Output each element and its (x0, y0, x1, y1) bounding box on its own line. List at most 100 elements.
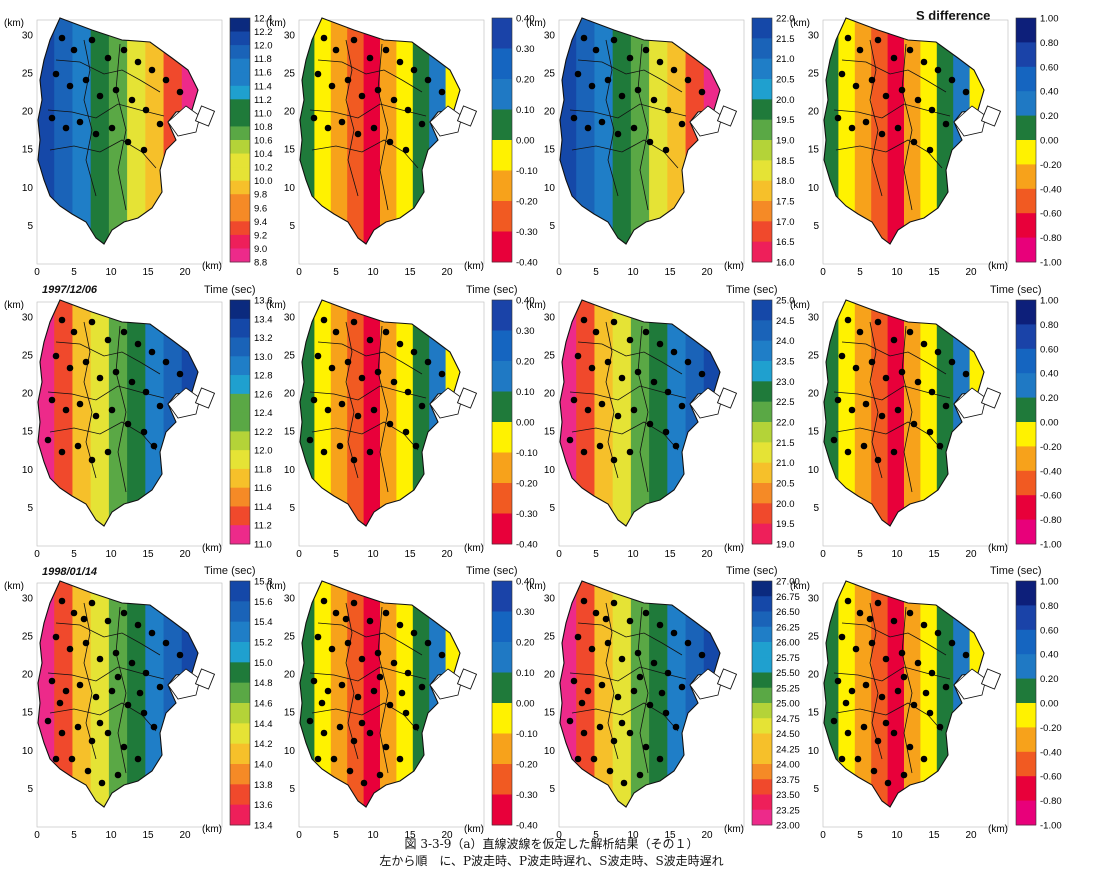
colorbar-tick-label: 18.5 (776, 156, 795, 167)
colorbar-tick-label: 0.00 (516, 136, 535, 147)
station-dot (838, 70, 846, 78)
district-boundary (345, 39, 359, 197)
x-tick-label: 0 (556, 830, 562, 841)
colorbar-frame (1015, 17, 1037, 263)
contour-fill (560, 300, 720, 526)
station-dot (570, 396, 578, 404)
contour-band (90, 18, 110, 244)
colorbar-title: Time (sec) (726, 284, 778, 296)
x-tick-label: 15 (928, 830, 940, 841)
station-dot (314, 633, 322, 641)
station-dot (318, 699, 326, 707)
colorbar-tick-label: -1.00 (1040, 540, 1062, 551)
colorbar-title: Time (sec) (466, 565, 518, 577)
station-dot (114, 771, 122, 779)
contour-band (612, 300, 632, 526)
city-outline (559, 299, 721, 527)
colorbar-tick-label: 14.4 (254, 719, 273, 730)
colorbar-tick-label: 0.20 (516, 638, 535, 649)
y-axis-unit: (km) (4, 581, 24, 592)
contour-band (314, 581, 332, 807)
colorbar-segment (1016, 300, 1036, 325)
station-dot (642, 743, 650, 751)
station-dot (844, 597, 852, 605)
station-dot (156, 120, 164, 128)
x-tick-label: 20 (441, 830, 453, 841)
x-tick-label: 0 (820, 549, 826, 560)
colorbar-tick-label: 11.4 (254, 81, 272, 92)
colorbar-segment (752, 401, 772, 423)
colorbar-segment (492, 733, 512, 765)
colorbar-segment (752, 201, 772, 222)
station-dot (830, 717, 838, 725)
colorbar-tick-label: 23.75 (776, 775, 800, 786)
station-dot (678, 683, 686, 691)
contour-band (871, 581, 889, 807)
y-tick-label: 25 (22, 68, 34, 79)
station-dot (338, 400, 346, 408)
station-dot (320, 316, 328, 324)
station-dot (358, 92, 366, 100)
district-boundary (605, 321, 619, 479)
station-dot (350, 737, 358, 745)
station-dot (670, 66, 678, 74)
contour-band (649, 581, 669, 807)
station-dot (424, 639, 432, 647)
contour-band (181, 300, 198, 526)
station-dot (156, 402, 164, 410)
colorbar-tick-label: 25.75 (776, 653, 800, 664)
y-tick-label: 30 (808, 30, 820, 41)
station-dot (580, 316, 588, 324)
x-tick-label: 10 (627, 267, 639, 278)
station-dot (382, 328, 390, 336)
station-dot (74, 723, 82, 731)
bay-area (953, 668, 987, 700)
colorbar-tick-label: 26.25 (776, 622, 800, 633)
district-boundary (841, 59, 947, 93)
colorbar-tick-label: 0.80 (1040, 601, 1059, 612)
station-dot (410, 66, 418, 74)
contour-band (412, 581, 431, 807)
district-boundary (317, 59, 423, 93)
map-panel-r1-c3: 0 5 10 15 20 5 10 15 20 25 30 (km) (km) 22.0 21.5 21.0 2… (522, 0, 795, 279)
x-tick-label: 0 (820, 830, 826, 841)
contour-band (887, 581, 905, 807)
x-tick-label: 5 (71, 830, 77, 841)
station-dot (70, 609, 78, 617)
colorbar-tick-label: -0.20 (516, 760, 538, 771)
colorbar-segment (1016, 678, 1036, 704)
colorbar-segment (230, 140, 250, 154)
station-dot (142, 106, 150, 114)
station-dot (320, 448, 328, 456)
contour-band (854, 18, 873, 244)
colorbar-title: Time (sec) (990, 565, 1042, 577)
station-dot (830, 436, 838, 444)
station-dot (44, 717, 52, 725)
station-dot (884, 779, 892, 787)
y-tick-label: 10 (22, 746, 34, 757)
station-dot (942, 120, 950, 128)
y-tick-label: 10 (284, 465, 296, 476)
contour-band (300, 300, 316, 526)
station-dot (142, 388, 150, 396)
district-boundary (55, 622, 161, 656)
colorbar-tick-label: 21.5 (776, 438, 795, 449)
contour-band (667, 18, 687, 244)
contour-band (667, 581, 687, 807)
station-dot (878, 693, 886, 701)
colorbar-segment (230, 234, 250, 249)
contour-band (560, 300, 578, 526)
colorbar-segment (752, 119, 772, 141)
contour-band (838, 581, 856, 807)
station-dot (120, 743, 128, 751)
station-dot (358, 374, 366, 382)
colorbar-tick-label: 16.5 (776, 237, 795, 248)
contour-band (920, 300, 938, 526)
contour-band (936, 581, 955, 807)
x-tick-label: 10 (367, 267, 379, 278)
district-boundary (115, 43, 127, 211)
station-dot (626, 54, 634, 62)
map-svg: 0 5 10 15 2051015202530(km)(km)25.024.524.02… (526, 296, 795, 561)
station-dot (74, 442, 82, 450)
station-dot (162, 76, 170, 84)
